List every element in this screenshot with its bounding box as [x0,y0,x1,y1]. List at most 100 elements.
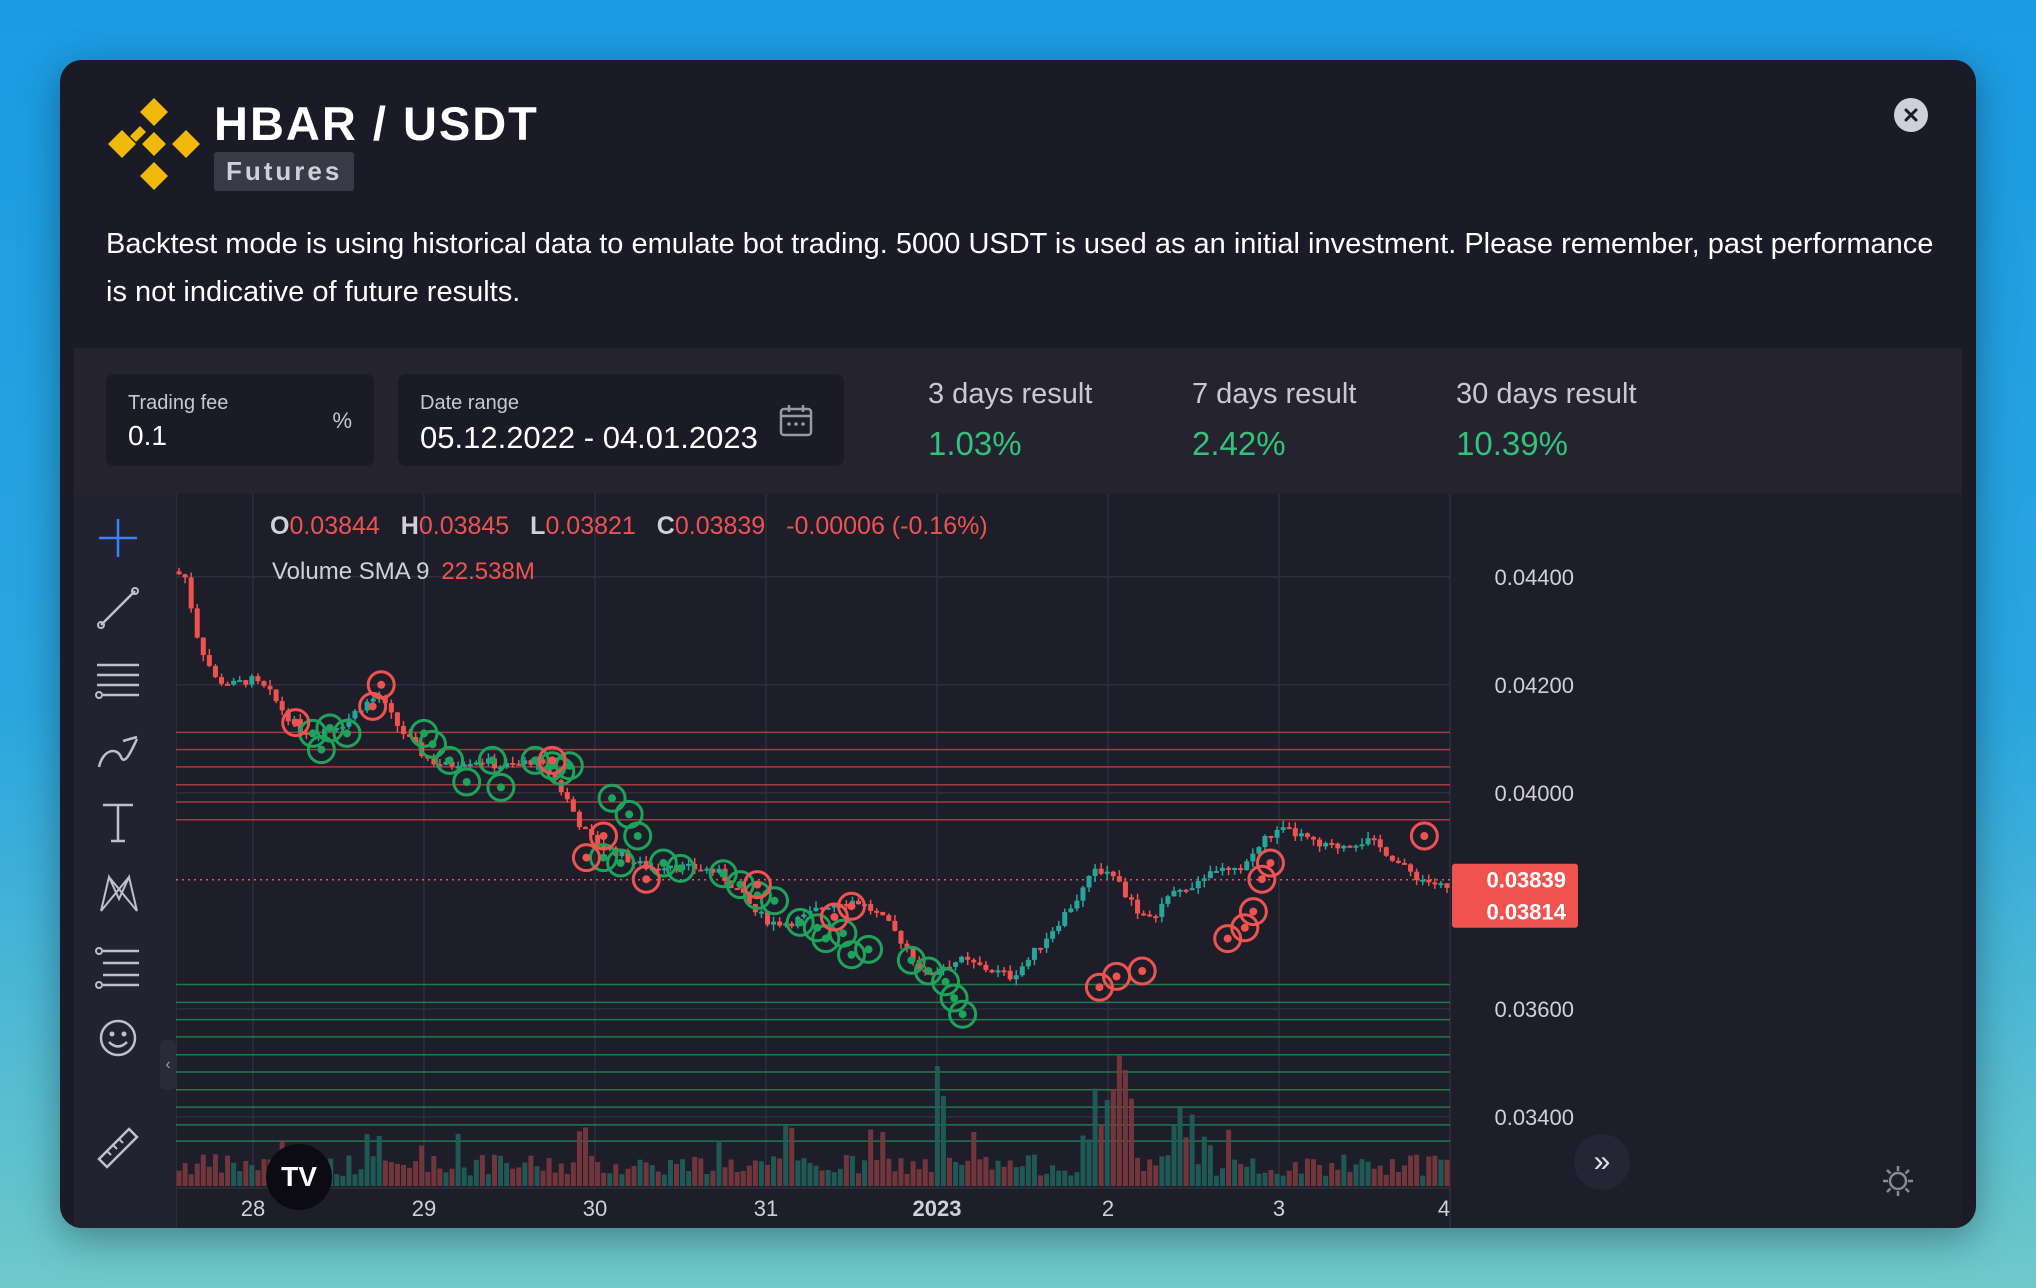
x-tick-label: 29 [412,1196,436,1221]
emoji-tool[interactable] [88,1008,148,1068]
volume-bar [595,1162,601,1186]
close-value: 0.03839 [674,512,766,540]
volume-bar [437,1168,443,1186]
buy-marker-dot [659,859,668,867]
candle-body [1432,882,1438,885]
volume-bar [692,1156,698,1186]
volume-bar [479,1155,485,1186]
candle-body [212,665,218,678]
trend-line-tool[interactable] [88,578,148,638]
candle-body [1177,889,1183,892]
brush-icon [97,735,139,768]
candle-body [267,685,273,690]
sell-marker-dot [1266,859,1275,867]
buy-marker [648,848,678,878]
buy-marker-dot [445,756,454,765]
candle-body [334,728,340,731]
volume-bar [698,1158,704,1186]
sell-marker-dot [368,702,377,711]
candle-body [540,759,546,764]
candle-body [892,920,898,931]
tradingview-logo[interactable]: TV [266,1144,332,1210]
candle-body [297,719,303,733]
x-tick-label: 30 [583,1196,607,1221]
volume-bar [534,1166,540,1186]
pattern-tool[interactable] [88,864,148,924]
volume-bar [431,1156,437,1186]
trading-fee-field[interactable]: Trading fee 0.1 % [106,374,374,466]
candle-body [1038,947,1043,950]
crosshair-tool[interactable] [88,508,148,568]
candle-body [249,676,255,685]
fib-tool[interactable] [88,936,148,996]
candle-body [401,725,406,735]
candle-body [273,689,279,702]
volume-bar [1135,1157,1141,1186]
volume-bar [819,1170,825,1186]
sell-marker-dot [1240,923,1249,932]
x-tick-label: 28 [241,1196,265,1221]
candle-body [243,680,249,685]
price-chart[interactable]: ‹ 28 29 30 31 2023 2 3 4 0.04400 0.04200 0.04000 0.… [74,494,1962,1228]
gear-icon[interactable] [1881,1164,1915,1198]
volume-bar [801,1158,807,1186]
candle-body [1341,845,1347,849]
close-button[interactable] [1894,98,1928,132]
volume-bar [1414,1154,1420,1186]
volume-bar [1426,1156,1432,1186]
scroll-to-realtime-button[interactable]: » [1574,1134,1630,1190]
candle-body [407,734,413,737]
toolbar-collapse-handle[interactable]: ‹ [160,1040,176,1090]
candle-body [1426,879,1432,883]
candle-body [1329,842,1335,845]
sell-marker [1247,864,1277,894]
candle-body [777,921,783,926]
volume-bar [1001,1166,1007,1186]
candle-body [370,698,376,702]
trading-fee-input[interactable]: 0.1 [128,420,167,451]
volume-bar [1353,1164,1359,1186]
ruler-tool[interactable] [88,1118,148,1178]
volume-bar [601,1172,607,1186]
volume-bar [807,1162,813,1186]
candle-body [1165,896,1171,904]
volume-bar [686,1170,692,1186]
volume-bar [1408,1155,1414,1186]
candle-body [1153,916,1159,919]
volume-bar [589,1155,595,1186]
text-tool[interactable] [88,792,148,852]
pair-title: HBAR / USDT [214,97,539,150]
volume-bar [346,1155,352,1186]
candle-body [1268,835,1274,838]
candle-body [740,888,746,893]
volume-bar [1013,1167,1019,1186]
candlestick-plot[interactable]: 28 29 30 31 2023 2 3 4 0.04400 0.04200 0.04000 0.03… [176,494,1962,1228]
volume-bar [1171,1124,1177,1186]
volume-bar [795,1160,801,1186]
date-range-field[interactable]: Date range 05.12.2022 - 04.01.2023 [398,374,844,466]
brush-tool[interactable] [88,722,148,782]
sell-marker-dot [847,902,856,911]
candle-body [1298,833,1304,837]
sell-marker-dot [548,756,557,765]
volume-bar [1092,1088,1098,1186]
result-label: 3 days result [928,378,1093,410]
candle-body [1347,845,1353,848]
candle-body [219,677,224,684]
x-tick-label: 31 [754,1196,778,1221]
candle-body [977,962,983,965]
volume-bar [249,1165,255,1186]
x-tick-label: 3 [1273,1196,1285,1221]
date-range-input[interactable]: 05.12.2022 - 04.01.2023 [420,420,758,455]
volume-bar [1274,1173,1280,1186]
sell-marker-dot [599,832,608,840]
calendar-icon[interactable] [778,402,814,438]
buy-marker-dot [616,859,625,867]
sell-marker-dot [1095,983,1104,992]
buy-marker-dot [531,756,540,765]
date-range-label: Date range [420,392,519,414]
volume-bar [1286,1170,1292,1186]
horizontal-lines-tool[interactable] [88,650,148,710]
volume-bar [704,1173,710,1186]
candle-body [364,701,370,711]
